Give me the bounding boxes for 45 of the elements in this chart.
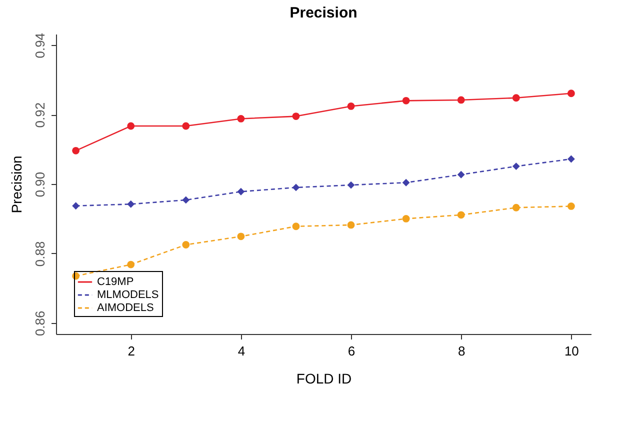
y-tick-label: 0.90 (32, 172, 48, 198)
point (127, 260, 135, 268)
point (347, 102, 355, 110)
x-axis-title: FOLD ID (296, 370, 352, 386)
x-tick-label: 10 (564, 344, 579, 358)
point (567, 155, 575, 163)
point (512, 162, 520, 170)
point (402, 96, 410, 104)
y-tick-label: 0.86 (32, 310, 48, 336)
point (292, 222, 300, 230)
x-tick-label: 2 (128, 344, 135, 358)
y-tick-label: 0.94 (32, 32, 48, 58)
point (567, 202, 575, 210)
point (402, 215, 410, 222)
point (567, 90, 575, 98)
point (402, 178, 410, 186)
point (292, 184, 300, 192)
point (237, 188, 245, 196)
point (72, 146, 80, 154)
point (512, 204, 520, 212)
point (127, 200, 135, 208)
point (457, 211, 465, 219)
x-tick-label: 6 (348, 344, 356, 358)
legend-label: C19MP (97, 276, 134, 288)
point (182, 241, 190, 248)
point (182, 122, 190, 130)
point (72, 202, 80, 210)
point (292, 112, 300, 120)
y-axis-title: Precision (8, 156, 24, 214)
point (457, 170, 465, 178)
y-tick-label: 0.88 (32, 241, 48, 267)
point (347, 181, 355, 189)
chart-title: Precision (290, 4, 358, 22)
point (237, 232, 245, 240)
point (127, 122, 135, 130)
y-tick-label: 0.92 (32, 102, 48, 128)
point (457, 96, 465, 104)
legend-label: MLMODELS (97, 289, 159, 301)
point (237, 115, 245, 122)
point (347, 221, 355, 229)
x-tick-label: 4 (238, 344, 246, 358)
x-tick-label: 8 (458, 344, 466, 358)
legend-label: AIMODELS (97, 302, 154, 314)
point (182, 196, 190, 204)
point (512, 94, 520, 102)
